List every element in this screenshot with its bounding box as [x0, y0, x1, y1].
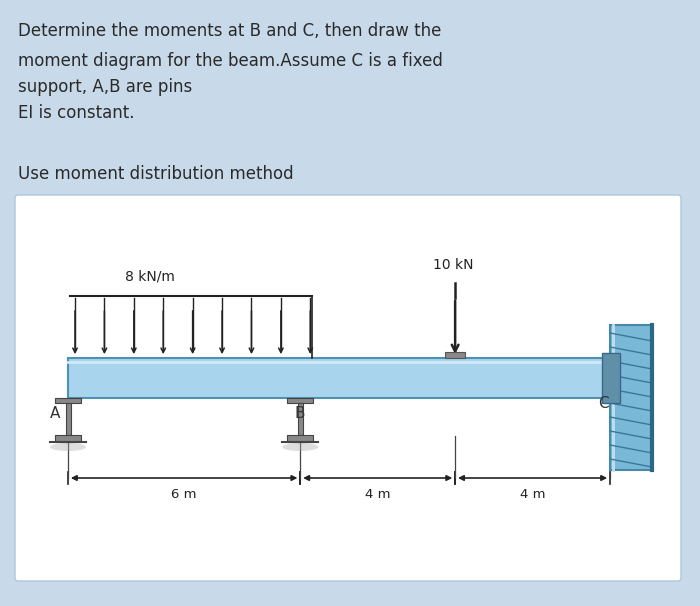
Bar [55, 435, 81, 442]
Text: moment diagram for the beam.Assume C is a fixed: moment diagram for the beam.Assume C is … [18, 52, 443, 70]
Bar [66, 403, 71, 435]
Ellipse shape [282, 443, 318, 451]
Text: B: B [294, 406, 304, 421]
Text: 8 kN/m: 8 kN/m [125, 269, 175, 283]
FancyBboxPatch shape [68, 358, 610, 398]
Bar [610, 325, 652, 470]
Text: 10 kN: 10 kN [433, 258, 474, 272]
Bar [298, 403, 303, 435]
Text: C: C [598, 396, 608, 411]
Text: support, A,B are pins: support, A,B are pins [18, 78, 192, 96]
Text: A: A [50, 406, 60, 421]
Bar [445, 352, 465, 358]
FancyBboxPatch shape [15, 195, 681, 581]
Text: 6 m: 6 m [172, 488, 197, 501]
Bar [287, 435, 314, 442]
Bar [602, 353, 620, 403]
Bar [287, 398, 314, 403]
Text: Use moment distribution method: Use moment distribution method [18, 165, 293, 183]
Text: 4 m: 4 m [520, 488, 545, 501]
Text: 4 m: 4 m [365, 488, 391, 501]
Text: EI is constant.: EI is constant. [18, 104, 134, 122]
Ellipse shape [50, 443, 86, 451]
Text: Determine the moments at B and C, then draw the: Determine the moments at B and C, then d… [18, 22, 442, 40]
Bar [55, 398, 81, 403]
